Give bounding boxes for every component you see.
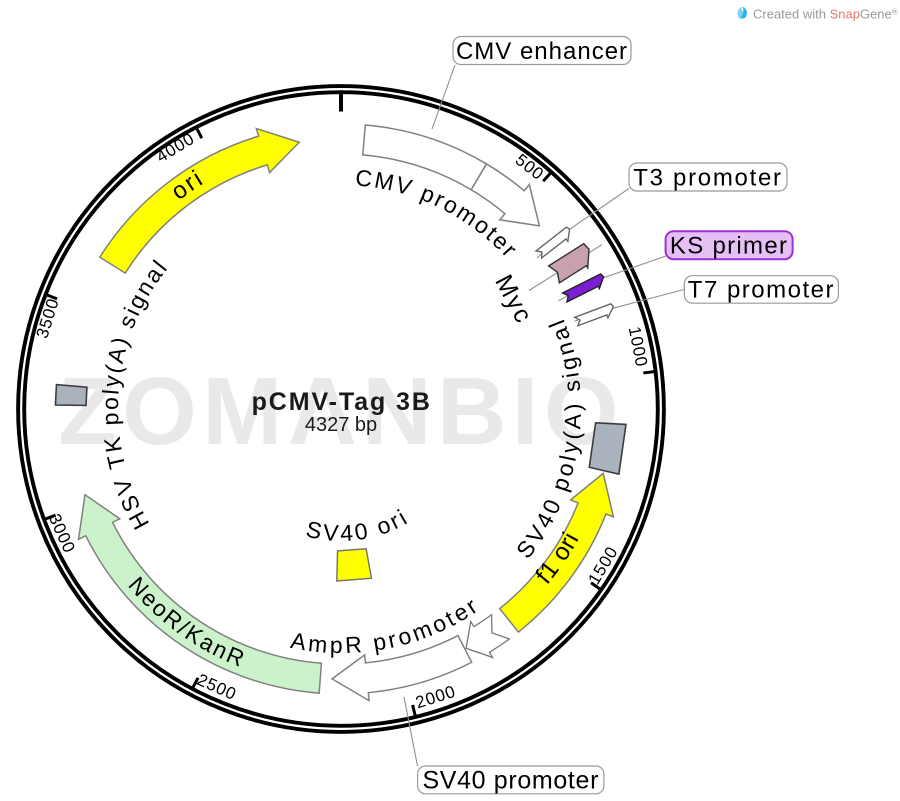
svg-text:CMV enhancer: CMV enhancer	[456, 38, 628, 65]
svg-text:4327 bp: 4327 bp	[305, 414, 377, 436]
svg-text:T7 promoter: T7 promoter	[688, 277, 835, 304]
svg-text:Created with SnapGene®: Created with SnapGene®	[753, 7, 898, 22]
svg-text:KS primer: KS primer	[670, 233, 788, 260]
svg-text:ZOMANBIO: ZOMANBIO	[58, 358, 624, 465]
svg-text:SV40 promoter: SV40 promoter	[422, 767, 599, 795]
svg-text:pCMV-Tag 3B: pCMV-Tag 3B	[252, 388, 432, 416]
svg-text:T3 promoter: T3 promoter	[633, 164, 782, 191]
